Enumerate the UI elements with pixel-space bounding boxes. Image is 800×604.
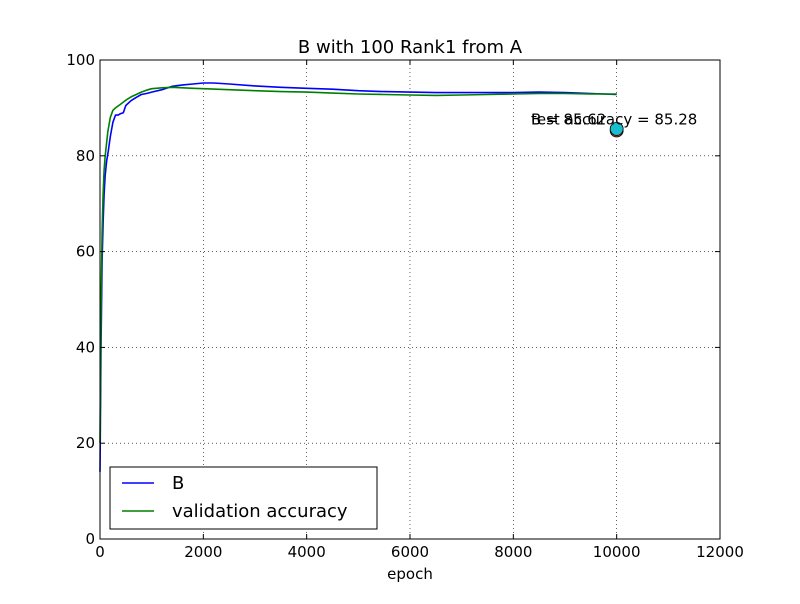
x-tick-label: 10000 (593, 543, 641, 561)
x-tick-label: 6000 (391, 543, 429, 561)
y-tick-label: 0 (85, 530, 95, 548)
x-axis-label: epoch (387, 565, 433, 583)
legend-box (109, 466, 378, 530)
y-tick-label: 40 (76, 338, 95, 356)
point-markers (609, 121, 624, 138)
x-tick-label: 0 (95, 543, 105, 561)
x-tick-label: 8000 (494, 543, 532, 561)
chart-title: B with 100 Rank1 from A (298, 37, 523, 58)
x-tick-label: 4000 (288, 543, 326, 561)
y-tick-label: 100 (66, 51, 95, 69)
data-point-marker (609, 121, 624, 136)
annotation-label: B = 85.62 (531, 110, 606, 128)
series-line-validation-accuracy (99, 86, 617, 444)
y-tick-label: 60 (76, 243, 95, 261)
y-tick-label: 80 (76, 147, 95, 165)
x-tick-label: 2000 (184, 543, 222, 561)
legend-entry-label: validation accuracy (172, 501, 348, 522)
y-tick-label: 20 (76, 434, 95, 452)
legend-entry-label: B (172, 473, 184, 494)
series-lines (99, 82, 617, 472)
series-line-b (99, 82, 617, 472)
annotation-label: test accuracy = 85.28 (531, 110, 697, 128)
x-tick-label: 12000 (696, 543, 744, 561)
axis-ticks: 0 2000 4000 6000 8000 10000 12000 0 20 40 60 80 100 (66, 51, 744, 561)
